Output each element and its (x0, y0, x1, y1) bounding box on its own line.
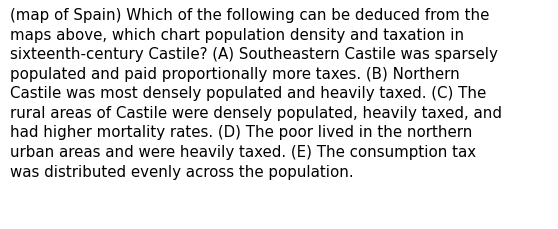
Text: (map of Spain) Which of the following can be deduced from the
maps above, which : (map of Spain) Which of the following ca… (10, 8, 502, 179)
